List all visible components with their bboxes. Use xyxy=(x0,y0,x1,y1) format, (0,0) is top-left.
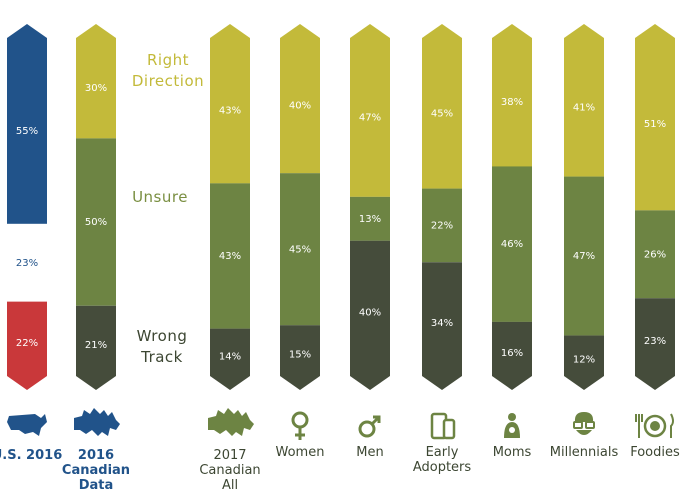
data-label-wrong-track: 22% xyxy=(16,338,38,349)
data-label-unsure: 13% xyxy=(359,214,381,225)
bar-segment-right-direction xyxy=(422,24,462,189)
legend-wrong-track: Wrong Track xyxy=(126,326,198,368)
bar-segment-right-direction xyxy=(635,24,675,211)
bar-moms xyxy=(492,24,532,390)
bar-segment-unsure xyxy=(422,188,462,263)
bar-men xyxy=(350,24,390,390)
us-map-icon xyxy=(7,414,47,436)
data-label-wrong-track: 23% xyxy=(644,336,666,347)
bar-segment-unsure xyxy=(280,173,320,326)
bar-segment-wrong-track xyxy=(7,301,47,390)
data-label-unsure: 26% xyxy=(644,249,666,260)
bar-segment-right-direction xyxy=(76,24,116,139)
hipster-glasses-icon xyxy=(573,412,595,435)
data-label-right-direction: 55% xyxy=(16,126,38,137)
bar-segment-right-direction xyxy=(210,24,250,184)
data-label-right-direction: 43% xyxy=(219,106,241,117)
data-label-right-direction: 45% xyxy=(431,108,453,119)
bar-segment-right-direction xyxy=(280,24,320,174)
data-label-right-direction: 41% xyxy=(573,102,595,113)
data-label-wrong-track: 16% xyxy=(501,348,523,359)
bar-segment-wrong-track xyxy=(492,321,532,390)
data-label-right-direction: 40% xyxy=(289,101,311,112)
bar-segment-wrong-track xyxy=(210,328,250,390)
bar-segment-unsure xyxy=(492,166,532,322)
data-label-unsure: 22% xyxy=(431,220,453,231)
bar-segment-unsure xyxy=(76,138,116,306)
bar-segment-wrong-track xyxy=(280,325,320,390)
data-label-unsure: 46% xyxy=(501,239,523,250)
data-label-unsure: 50% xyxy=(85,217,107,228)
bar-millennials xyxy=(564,24,604,390)
category-label-moms: Moms xyxy=(492,445,532,460)
bar-segment-wrong-track xyxy=(350,240,390,390)
category-label-men: Men xyxy=(356,445,384,460)
bar-segment-unsure xyxy=(635,210,675,299)
bar-foodies xyxy=(635,24,675,390)
bar-segment-right-direction xyxy=(7,24,47,224)
data-label-right-direction: 47% xyxy=(359,112,381,123)
legend-unsure-text: Unsure xyxy=(132,188,188,206)
canada-map-icon xyxy=(208,408,254,436)
bar-early-adopters xyxy=(422,24,462,390)
bar-segment-unsure xyxy=(7,223,47,302)
bar-u-s-2016 xyxy=(7,24,47,390)
data-label-unsure: 23% xyxy=(16,258,38,269)
canada-map-icon xyxy=(74,408,120,436)
data-label-wrong-track: 15% xyxy=(289,350,311,361)
plate-cutlery-icon xyxy=(635,413,674,438)
category-label-millennials: Millennials xyxy=(549,445,619,460)
legend-right-direction: Right Direction xyxy=(118,50,218,92)
bar-segment-unsure xyxy=(350,196,390,241)
devices-icon xyxy=(430,412,456,440)
bar-segment-unsure xyxy=(564,176,604,336)
category-label-foodies: Foodies xyxy=(630,445,680,460)
data-label-wrong-track: 21% xyxy=(85,340,107,351)
bar-segment-wrong-track xyxy=(635,298,675,390)
bar-segment-wrong-track xyxy=(422,262,462,390)
bar-segment-right-direction xyxy=(492,24,532,167)
data-label-right-direction: 51% xyxy=(644,119,666,130)
data-label-wrong-track: 14% xyxy=(219,351,241,362)
female-symbol-icon xyxy=(291,411,309,440)
category-label-2016-canadian-data: 2016 Canadian Data xyxy=(61,448,131,493)
bar-segment-wrong-track xyxy=(564,335,604,390)
bar-segment-right-direction xyxy=(564,24,604,177)
data-label-right-direction: 30% xyxy=(85,83,107,94)
legend-right-direction-text: Right Direction xyxy=(131,51,205,90)
legend-wrong-track-text: Wrong Track xyxy=(136,327,188,366)
data-label-unsure: 47% xyxy=(573,251,595,262)
bar-segment-unsure xyxy=(210,183,250,329)
bar-women xyxy=(280,24,320,390)
bar-segment-wrong-track xyxy=(76,305,116,390)
data-label-wrong-track: 12% xyxy=(573,355,595,366)
category-label-women: Women xyxy=(275,445,325,460)
mother-child-icon xyxy=(504,413,520,438)
category-label-2017-canadian-all: 2017 Canadian All xyxy=(199,448,261,493)
bar-2016-canadian-data xyxy=(76,24,116,390)
data-label-wrong-track: 40% xyxy=(359,307,381,318)
category-label-u-s-2016: U.S. 2016 xyxy=(0,448,63,463)
male-symbol-icon xyxy=(358,415,381,438)
legend-unsure: Unsure xyxy=(118,187,202,208)
bar-2017-canadian-all xyxy=(210,24,250,390)
data-label-unsure: 45% xyxy=(289,244,311,255)
data-label-right-direction: 38% xyxy=(501,97,523,108)
data-label-wrong-track: 34% xyxy=(431,318,453,329)
bar-segment-right-direction xyxy=(350,24,390,197)
data-label-unsure: 43% xyxy=(219,251,241,262)
category-label-early-adopters: Early Adopters xyxy=(412,445,472,475)
